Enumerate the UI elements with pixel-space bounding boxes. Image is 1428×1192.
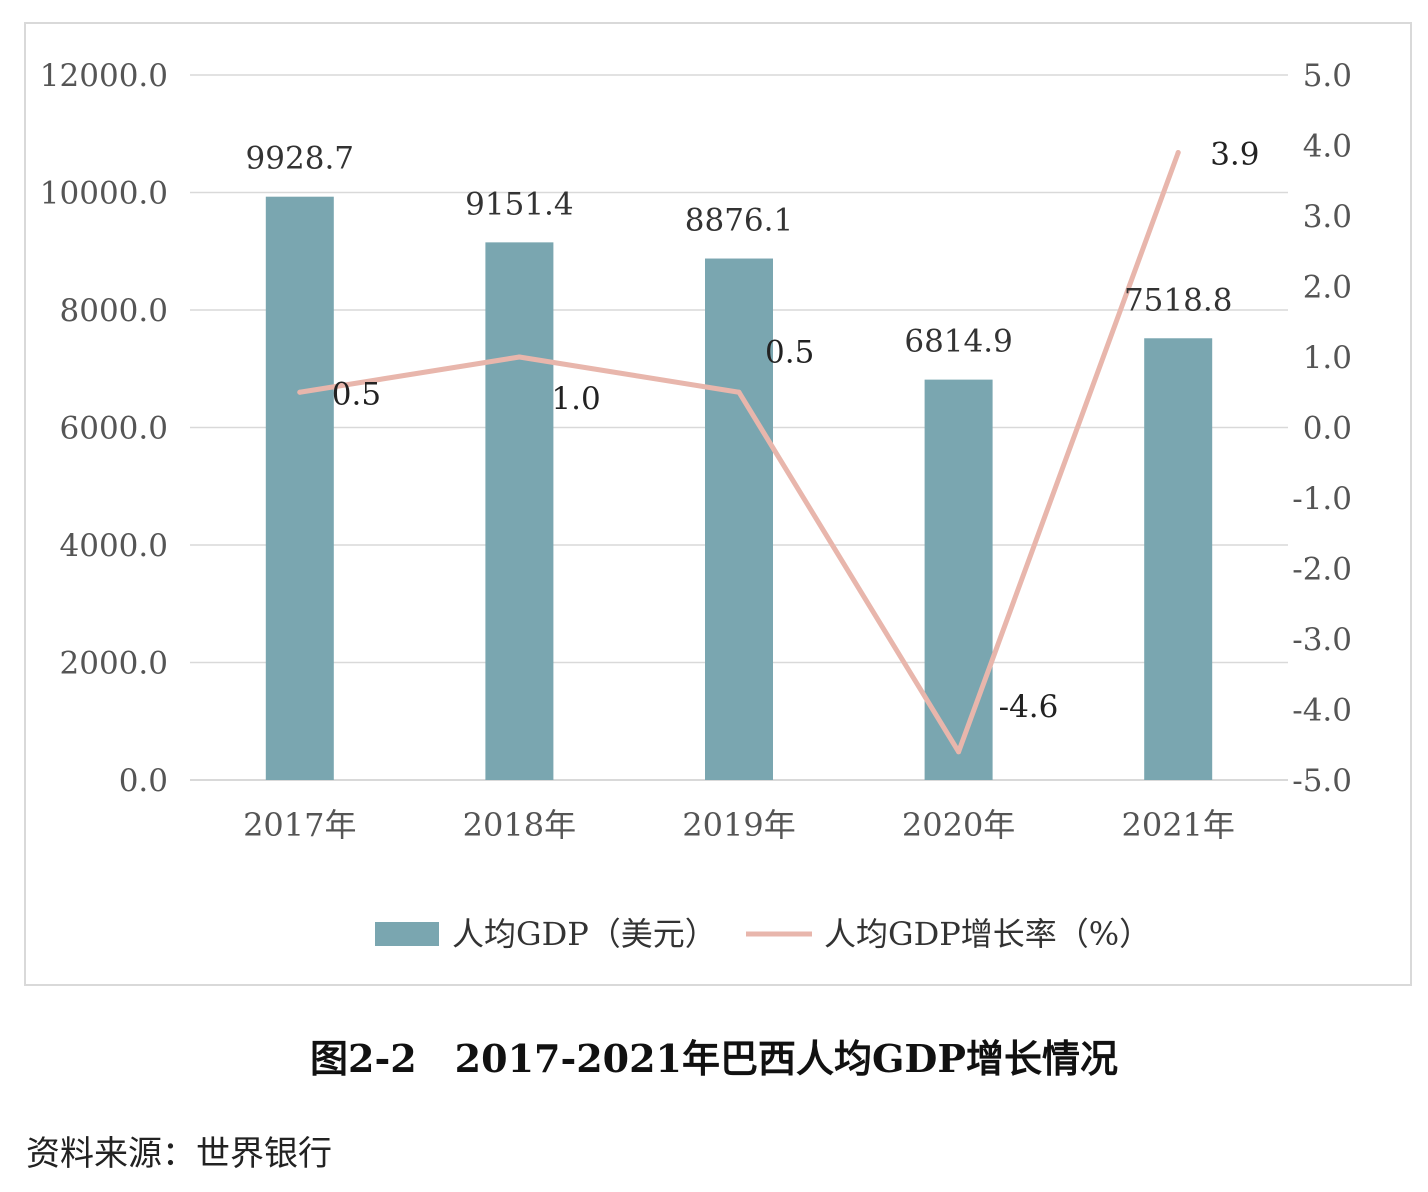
line-data-label: -4.6 xyxy=(999,689,1059,725)
y-right-tick-label: -5.0 xyxy=(1292,763,1352,799)
line-data-label: 0.5 xyxy=(332,376,381,412)
y-right-tick-label: 0.0 xyxy=(1303,411,1352,447)
y-right-tick-label: -1.0 xyxy=(1292,481,1352,517)
y-left-tick-label: 6000.0 xyxy=(60,411,168,447)
x-tick-label: 2020年 xyxy=(902,806,1015,844)
combo-chart: 9928.7 9151.4 8876.1 6814.9 7518.8 0.5 1.0 0.5 -… xyxy=(40,58,1352,953)
bar-data-label: 9928.7 xyxy=(246,141,354,177)
bar-data-label: 8876.1 xyxy=(685,203,793,239)
bar xyxy=(705,258,773,780)
y-left-tick-label: 4000.0 xyxy=(60,528,168,564)
legend-bar-swatch xyxy=(375,922,439,946)
x-tick-label: 2021年 xyxy=(1121,806,1234,844)
x-tick-label: 2018年 xyxy=(463,806,576,844)
line-point xyxy=(297,389,303,395)
source-note: 资料来源：世界银行 xyxy=(26,1134,332,1174)
y-right-tick-label: -3.0 xyxy=(1292,622,1352,658)
bar xyxy=(924,379,993,780)
y-left-tick-label: 10000.0 xyxy=(40,176,168,212)
line-point xyxy=(736,389,742,395)
bar xyxy=(485,242,554,781)
bar-data-label: 6814.9 xyxy=(904,324,1012,360)
y-left-tick-label: 2000.0 xyxy=(60,646,168,682)
x-tick-label: 2017年 xyxy=(243,806,356,844)
y-right-tick-label: -2.0 xyxy=(1292,552,1352,588)
legend-bar-label: 人均GDP（美元） xyxy=(452,915,717,953)
y-left-tick-label: 0.0 xyxy=(119,763,168,799)
figure-caption: 图2-2 2017-2021年巴西人均GDP增长情况 xyxy=(310,1036,1118,1081)
line-data-label: 3.9 xyxy=(1210,137,1259,173)
line-data-label: 0.5 xyxy=(765,334,814,370)
y-right-tick-label: 5.0 xyxy=(1303,58,1352,94)
x-tick-label: 2019年 xyxy=(682,806,795,844)
bar-data-label: 7518.8 xyxy=(1124,282,1232,318)
bar xyxy=(1144,338,1213,780)
y-right-tick-label: 3.0 xyxy=(1303,199,1352,235)
y-right-tick-label: 2.0 xyxy=(1303,270,1352,306)
y-left-tick-label: 12000.0 xyxy=(40,58,168,94)
line-data-label: 1.0 xyxy=(551,381,600,417)
line-point xyxy=(956,749,962,755)
line-point xyxy=(516,354,522,360)
bar xyxy=(265,196,334,781)
line-point xyxy=(1175,150,1181,156)
y-right-tick-label: -4.0 xyxy=(1292,693,1352,729)
legend-line-label: 人均GDP增长率（%） xyxy=(824,915,1151,953)
bar-data-label: 9151.4 xyxy=(465,186,573,222)
y-right-tick-label: 4.0 xyxy=(1303,129,1352,165)
y-right-tick-label: 1.0 xyxy=(1303,340,1352,376)
y-left-tick-label: 8000.0 xyxy=(60,293,168,329)
